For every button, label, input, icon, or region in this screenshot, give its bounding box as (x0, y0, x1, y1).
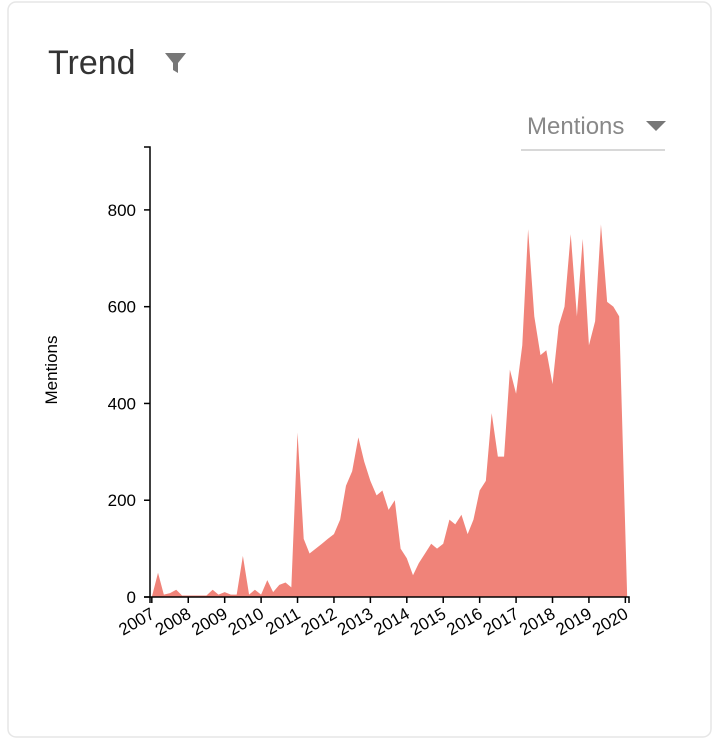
x-axis (149, 596, 630, 603)
y-tick-label: 800 (108, 201, 136, 220)
dropdown-label[interactable]: Mentions (527, 113, 624, 140)
filter-icon[interactable] (165, 53, 186, 73)
y-tick-label: 0 (127, 588, 136, 607)
area (151, 224, 628, 597)
chart-title: Trend (48, 44, 136, 82)
y-tick-label: 600 (108, 298, 136, 317)
y-axis-label: Mentions (42, 336, 61, 405)
y-tick-label: 200 (108, 491, 136, 510)
dropdown[interactable]: Mentions (521, 113, 666, 151)
y-tick-label: 400 (108, 394, 136, 413)
dropdown-caret[interactable] (646, 121, 666, 131)
